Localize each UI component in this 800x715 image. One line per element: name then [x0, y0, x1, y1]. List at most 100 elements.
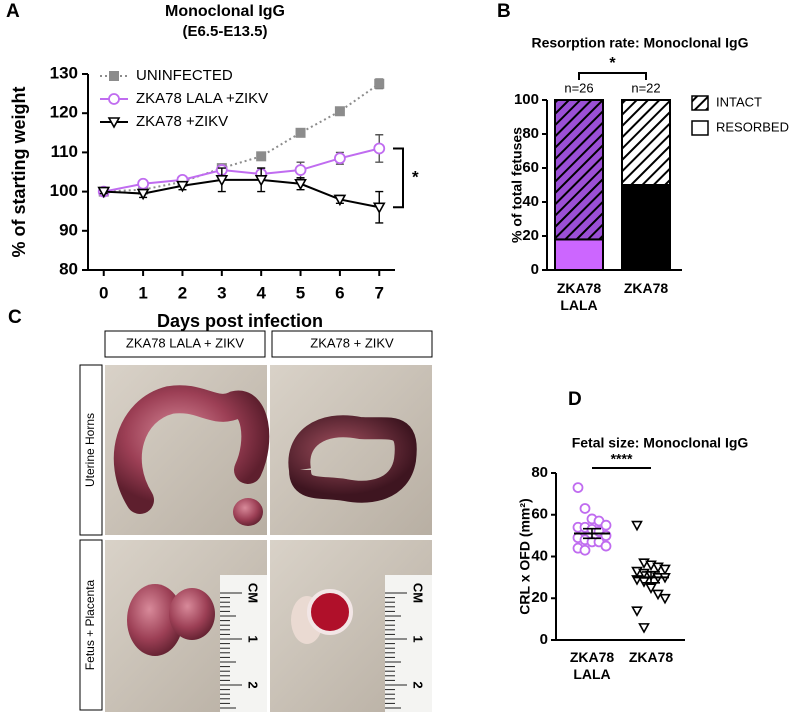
fetus: [127, 584, 183, 656]
y-axis-label: CRL x OFD (mm²): [517, 498, 533, 614]
marker: [659, 593, 671, 605]
marker: [631, 520, 643, 532]
x-tick-label: 4: [256, 283, 266, 302]
x-axis-label: Days post infection: [157, 311, 323, 331]
bar-segment: [554, 238, 604, 271]
x-tick-label: 1: [138, 283, 147, 302]
marker: [631, 606, 643, 617]
y-tick-label: 130: [50, 63, 78, 82]
row-header-box: [79, 539, 103, 711]
significance-bracket: [578, 72, 647, 80]
y-tick-label: 100: [514, 91, 539, 108]
x-tick-label: 5: [296, 283, 305, 302]
column-header: ZKA78 + ZIKV: [310, 335, 394, 350]
column-header: ZKA78 LALA + ZIKV: [126, 335, 244, 350]
marker: [373, 142, 386, 155]
panel-label: B: [497, 1, 511, 22]
placenta: [307, 589, 353, 635]
bar-segment: [554, 99, 604, 241]
legend-swatch: [691, 95, 709, 111]
ruler-label: 2: [246, 681, 261, 688]
column-header-box: [104, 330, 266, 358]
significance-label: *: [609, 55, 616, 72]
significance-label: ****: [611, 451, 633, 467]
marker: [372, 202, 386, 214]
uterine-horn: [288, 415, 417, 503]
x-tick-label: 6: [335, 283, 344, 302]
marker: [645, 583, 657, 594]
y-axis-label: % of total fetuses: [509, 127, 525, 243]
marker: [215, 175, 229, 187]
uterine-horn: [233, 498, 263, 526]
chart-subtitle: (E6.5-E13.5): [182, 23, 267, 40]
legend-marker: [107, 117, 121, 129]
chart-title: Fetal size: Monoclonal IgG: [572, 435, 749, 451]
x-tick-label: ZKA78: [629, 649, 674, 665]
ruler-label: 1: [246, 635, 261, 642]
legend-label: RESORBED: [716, 119, 789, 134]
marker: [137, 177, 150, 190]
marker: [254, 175, 268, 187]
panel-label: C: [8, 307, 22, 328]
y-tick-label: 0: [540, 631, 548, 648]
sem-bar: [583, 527, 601, 540]
marker: [294, 178, 307, 191]
row-header: Uterine Horns: [83, 413, 97, 487]
x-tick-label: ZKA78: [624, 280, 669, 296]
y-tick-label: 80: [522, 125, 539, 142]
marker: [600, 540, 612, 552]
marker: [572, 482, 584, 494]
marker: [333, 194, 347, 207]
ruler-label: 2: [411, 681, 426, 688]
marker: [256, 151, 267, 162]
row-header-box: [79, 364, 103, 536]
ruler-label: CM: [246, 583, 261, 603]
y-tick-label: 20: [522, 227, 539, 244]
y-tick-label: 40: [531, 547, 548, 564]
placenta: [169, 588, 215, 640]
marker: [97, 186, 111, 199]
ruler-marks: CM 1 2 CM 1 2: [220, 583, 426, 709]
marker: [579, 544, 591, 556]
significance-bracket: [393, 147, 404, 209]
chart-title: Resorption rate: Monoclonal IgG: [531, 35, 748, 51]
panel-label: D: [568, 389, 582, 410]
marker: [374, 78, 385, 89]
x-tick-label: 7: [375, 283, 384, 302]
y-tick-label: 20: [531, 589, 548, 606]
significance-label: *: [412, 167, 419, 186]
y-tick-label: 60: [531, 506, 548, 523]
column-header-box: [271, 330, 433, 358]
marker: [600, 519, 612, 531]
y-tick-label: 0: [531, 261, 539, 278]
y-tick-label: 40: [522, 193, 539, 210]
x-tick-label: ZKA78 LALA: [570, 649, 615, 682]
panel-c: C ZKA78 LALA + ZIKV ZKA78 + ZIKV Uterine…: [8, 307, 433, 712]
x-tick-label: 0: [99, 283, 108, 302]
chart-title: Monoclonal IgG: [165, 3, 285, 20]
y-tick-label: 60: [522, 159, 539, 176]
bar-segment: [621, 184, 671, 271]
marker: [333, 152, 346, 165]
legend-marker: [109, 71, 119, 81]
y-tick-label: 80: [531, 464, 548, 481]
marker: [176, 180, 189, 193]
legend-label: UNINFECTED: [136, 67, 233, 84]
marker: [659, 564, 671, 576]
panel-label: A: [6, 1, 20, 22]
y-axis-label: % of starting weight: [9, 86, 29, 257]
y-tick-label: 110: [51, 142, 78, 161]
n-label: n=22: [631, 80, 660, 95]
legend-swatch: [691, 120, 709, 136]
marker: [638, 623, 650, 634]
uterine-horn: [113, 385, 270, 514]
legend-label: ZKA78 +ZIKV: [136, 113, 228, 130]
marker: [295, 127, 306, 138]
legend-label: ZKA78 LALA +ZIKV: [136, 90, 268, 107]
legend-label: INTACT: [716, 94, 762, 109]
marker: [579, 503, 591, 514]
y-tick-label: 100: [50, 181, 78, 200]
ruler-label: 1: [411, 635, 426, 642]
row-header: Fetus + Placenta: [83, 579, 97, 670]
marker: [334, 106, 345, 117]
